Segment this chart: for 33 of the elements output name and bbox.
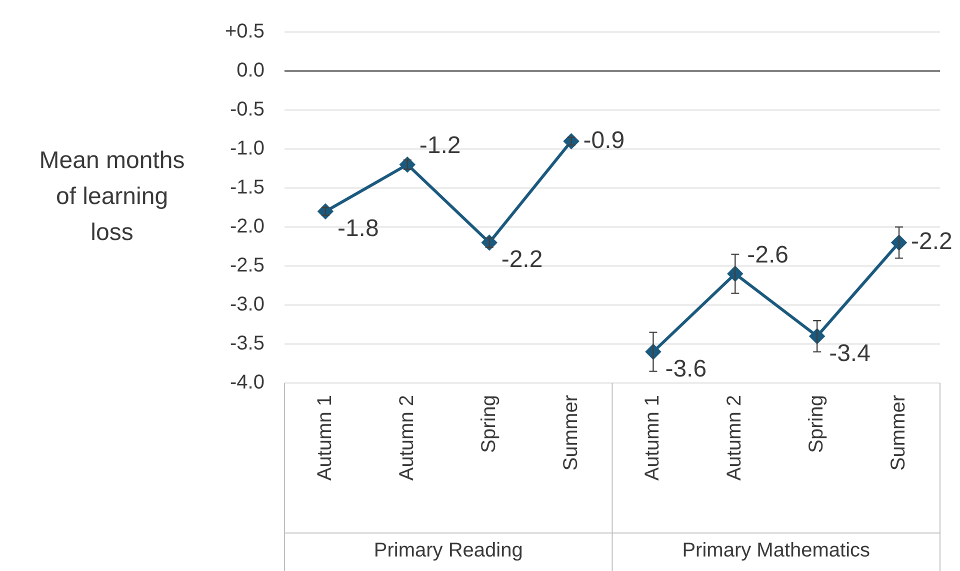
y-tick-label: -3.5 (230, 332, 264, 355)
x-tick-label: Autumn 2 (396, 395, 418, 481)
data-label: -1.2 (419, 132, 461, 160)
point (400, 157, 415, 172)
text: Primary Reading (374, 540, 523, 562)
point (564, 134, 579, 149)
y-tick-label: -0.5 (230, 98, 264, 121)
y-tick-label: -3.0 (230, 294, 264, 316)
data-label: -1.8 (337, 215, 379, 242)
data-label: -2.2 (911, 228, 952, 256)
point (482, 235, 497, 250)
y-axis-title: Mean months of learning loss (39, 147, 185, 246)
y-tick-label: +0.5 (225, 20, 264, 43)
y-tick-label: -1.0 (230, 138, 264, 160)
x-tick-label: Spring (806, 395, 828, 453)
data-label: -2.6 (747, 241, 789, 268)
y-tick-label: -2.5 (230, 254, 264, 277)
data-label: -0.9 (583, 126, 625, 154)
x-tick-label: Autumn 2 (724, 395, 746, 481)
x-tick-label: Summer (888, 394, 910, 471)
x-tick-label: Autumn 1 (314, 395, 336, 481)
y-tick-label: 0.0 (236, 60, 264, 82)
point (318, 204, 333, 219)
x-tick-label: Autumn 1 (642, 395, 664, 481)
y-tick-label: -1.5 (230, 176, 264, 199)
data-label: -2.2 (501, 246, 543, 274)
text: Primary Mathematics (682, 540, 870, 562)
data-label: -3.4 (829, 340, 870, 367)
y-tick-label: -2.0 (230, 216, 264, 238)
x-tick-label: Summer (560, 394, 582, 471)
x-tick-label: Spring (478, 395, 500, 453)
y-tick-label: -4.0 (230, 372, 264, 394)
data-label: -3.6 (665, 355, 707, 382)
